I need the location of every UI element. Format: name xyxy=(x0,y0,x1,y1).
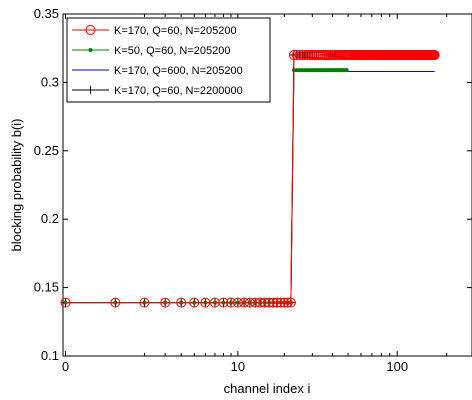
data-point-1-7 xyxy=(209,297,220,308)
y-tick-label: 0.3 xyxy=(41,74,59,89)
data-point-1-13 xyxy=(250,297,261,308)
legend-item-2: K=50, Q=60, N=205200 xyxy=(72,45,231,57)
y-tick-label: 0.1 xyxy=(41,348,59,363)
y-tick-label: 0.25 xyxy=(34,143,59,158)
legend: K=170, Q=60, N=205200 K=50, Q=60, N=20520… xyxy=(66,17,271,103)
series-1 xyxy=(60,50,440,308)
legend-marker xyxy=(86,86,95,94)
data-point-1-1 xyxy=(110,297,121,308)
legend-label: K=170, Q=60, N=2200000 xyxy=(114,85,243,97)
data-point-1-12 xyxy=(244,297,255,308)
data-point-1-21 xyxy=(282,297,293,308)
legend-marker xyxy=(85,25,96,35)
series-layer xyxy=(60,50,440,308)
legend-label: K=170, Q=600, N=205200 xyxy=(114,65,243,77)
y-tick-label: 0.15 xyxy=(34,280,59,295)
data-point-1-16 xyxy=(264,297,275,308)
x-tick-label: 10 xyxy=(231,359,245,374)
data-point-1-11 xyxy=(239,297,250,308)
data-point-2-24 xyxy=(294,68,299,73)
legend-label: K=170, Q=60, N=205200 xyxy=(114,25,237,37)
x-axis-label: channel index i xyxy=(224,381,311,396)
legend-item-1: K=170, Q=60, N=205200 xyxy=(72,25,237,37)
y-tick-label: 0.2 xyxy=(41,211,59,226)
data-point-1-31 xyxy=(309,50,320,61)
data-point-1-169 xyxy=(429,50,440,61)
data-point-1-2 xyxy=(139,297,150,308)
data-point-1-27 xyxy=(300,50,311,61)
data-point-1-8 xyxy=(218,297,229,308)
data-point-1-6 xyxy=(200,297,211,308)
legend-item-4: K=170, Q=60, N=2200000 xyxy=(72,85,243,97)
data-point-1-17 xyxy=(268,297,279,308)
data-point-1-26 xyxy=(297,50,308,61)
data-point-1-25 xyxy=(294,50,305,61)
y-axis-label: blocking probability b(i) xyxy=(9,119,24,252)
axes-layer: 0.1 0.15 0.2 0.25 0.3 0.35 0 10 100 xyxy=(34,6,472,374)
legend-label: K=50, Q=60, N=205200 xyxy=(114,45,231,57)
legend-item-3: K=170, Q=600, N=205200 xyxy=(72,65,243,77)
data-point-1-10 xyxy=(232,297,243,308)
legend-marker xyxy=(88,48,93,52)
data-point-1-0 xyxy=(60,297,71,308)
data-point-1-19 xyxy=(275,297,286,308)
data-point-1-5 xyxy=(189,297,200,308)
data-point-1-15 xyxy=(259,297,270,308)
x-tick-label: 100 xyxy=(386,359,408,374)
data-point-1-24 xyxy=(291,50,302,61)
x-tick-label: 0 xyxy=(62,359,69,374)
data-point-1-9 xyxy=(226,297,236,308)
data-point-1-20 xyxy=(279,297,290,308)
data-point-2-49 xyxy=(344,68,349,73)
data-point-1-4 xyxy=(176,297,187,308)
data-point-1-18 xyxy=(272,297,283,308)
legend-box xyxy=(66,17,271,103)
data-point-1-22 xyxy=(285,297,296,308)
data-point-1-23 xyxy=(288,50,299,61)
y-tick-label: 0.35 xyxy=(34,6,59,21)
data-point-1-3 xyxy=(160,297,171,308)
